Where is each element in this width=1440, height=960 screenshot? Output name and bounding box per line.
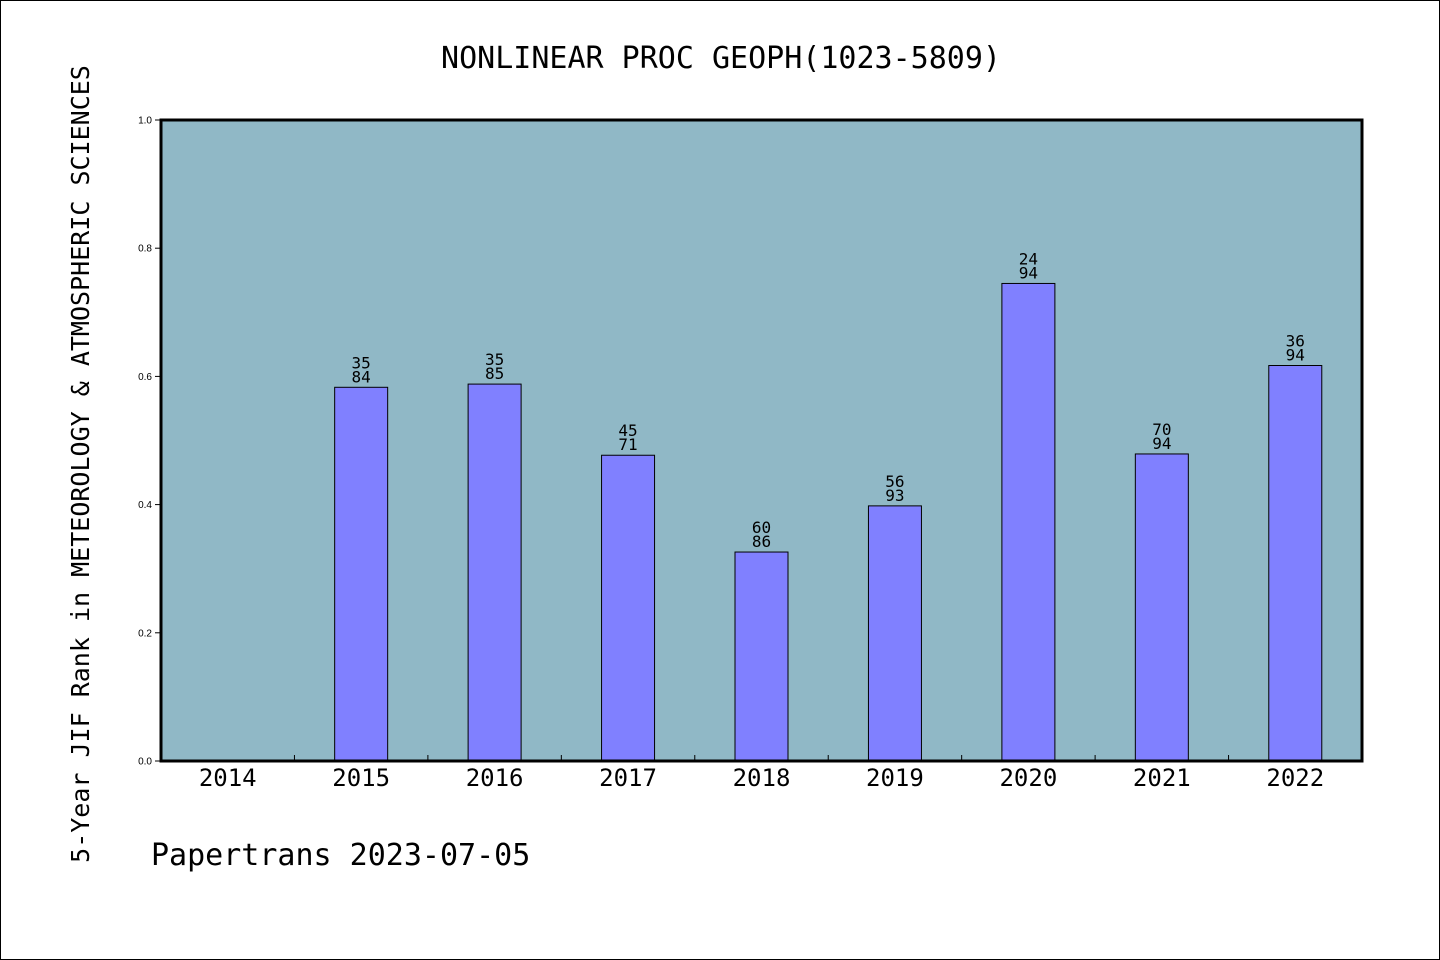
x-tick-label-2021: 2021 (1133, 764, 1191, 792)
bar-2015 (334, 386, 389, 762)
bar-label-rank-2015: 35 (352, 353, 371, 372)
y-axis-label: 5-Year JIF Rank in METEOROLOGY & ATMOSPH… (66, 65, 95, 863)
x-tick-label-2014: 2014 (199, 764, 257, 792)
x-tick-label-2022: 2022 (1266, 764, 1324, 792)
x-axis: 2014 2015 2016 2017 2018 2019 2020 2021 2022 (199, 755, 1324, 792)
x-tick-label-2019: 2019 (866, 764, 924, 792)
bar-label-total-2022: 94 (1286, 346, 1305, 365)
y-tick-label-1: 0.2 (138, 628, 152, 639)
x-tick-label-2016: 2016 (466, 764, 524, 792)
x-tick-label-2020: 2020 (999, 764, 1057, 792)
bar-label-rank-2021: 70 (1152, 420, 1171, 439)
bar-label-total-2015: 84 (352, 367, 371, 386)
x-tick-label-2017: 2017 (599, 764, 657, 792)
plot-border (159, 118, 1364, 763)
y-axis: 0.0 0.2 0.4 0.6 0.8 1.0 (138, 116, 161, 768)
x-tick-label-2015: 2015 (332, 764, 390, 792)
bar-label-total-2016: 85 (485, 364, 504, 383)
bar-label-total-2019: 93 (885, 486, 904, 505)
footer-credit: Papertrans 2023-07-05 (151, 838, 530, 873)
chart-title: NONLINEAR PROC GEOPH(1023-5809) (441, 41, 1001, 76)
bar-label-total-2017: 71 (618, 435, 637, 454)
x-tick-label-2018: 2018 (733, 764, 791, 792)
bar-label-rank-2018: 60 (752, 518, 771, 537)
y-tick-label-0: 0.0 (138, 757, 152, 768)
y-tick-label-3: 0.6 (138, 372, 152, 383)
bar-label-total-2020: 94 (1019, 263, 1038, 282)
bar-2021 (1134, 453, 1189, 762)
y-tick-label-4: 0.8 (138, 244, 152, 255)
bar-2018 (734, 551, 789, 762)
bar-2020 (1001, 282, 1056, 762)
y-tick-label-2: 0.4 (138, 500, 152, 511)
bar-label-total-2018: 86 (752, 532, 771, 551)
bar-2016 (467, 383, 522, 762)
bar-label-rank-2020: 24 (1019, 249, 1038, 268)
bar-2022 (1268, 365, 1323, 762)
bar-2017 (601, 454, 656, 762)
bar-2019 (867, 505, 922, 762)
bars-layer (334, 282, 1323, 762)
bar-label-rank-2016: 35 (485, 350, 504, 369)
y-tick-label-5: 1.0 (138, 116, 152, 127)
bar-label-total-2021: 94 (1152, 434, 1171, 453)
bar-label-rank-2017: 45 (618, 421, 637, 440)
bar-label-rank-2022: 36 (1286, 332, 1305, 351)
bar-label-rank-2019: 56 (885, 472, 904, 491)
